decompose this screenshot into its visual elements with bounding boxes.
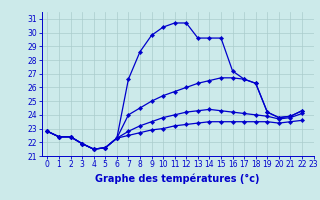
X-axis label: Graphe des températures (°c): Graphe des températures (°c)	[95, 173, 260, 184]
